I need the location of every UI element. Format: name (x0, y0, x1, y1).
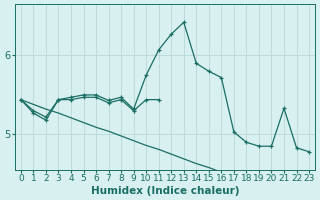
X-axis label: Humidex (Indice chaleur): Humidex (Indice chaleur) (91, 186, 239, 196)
